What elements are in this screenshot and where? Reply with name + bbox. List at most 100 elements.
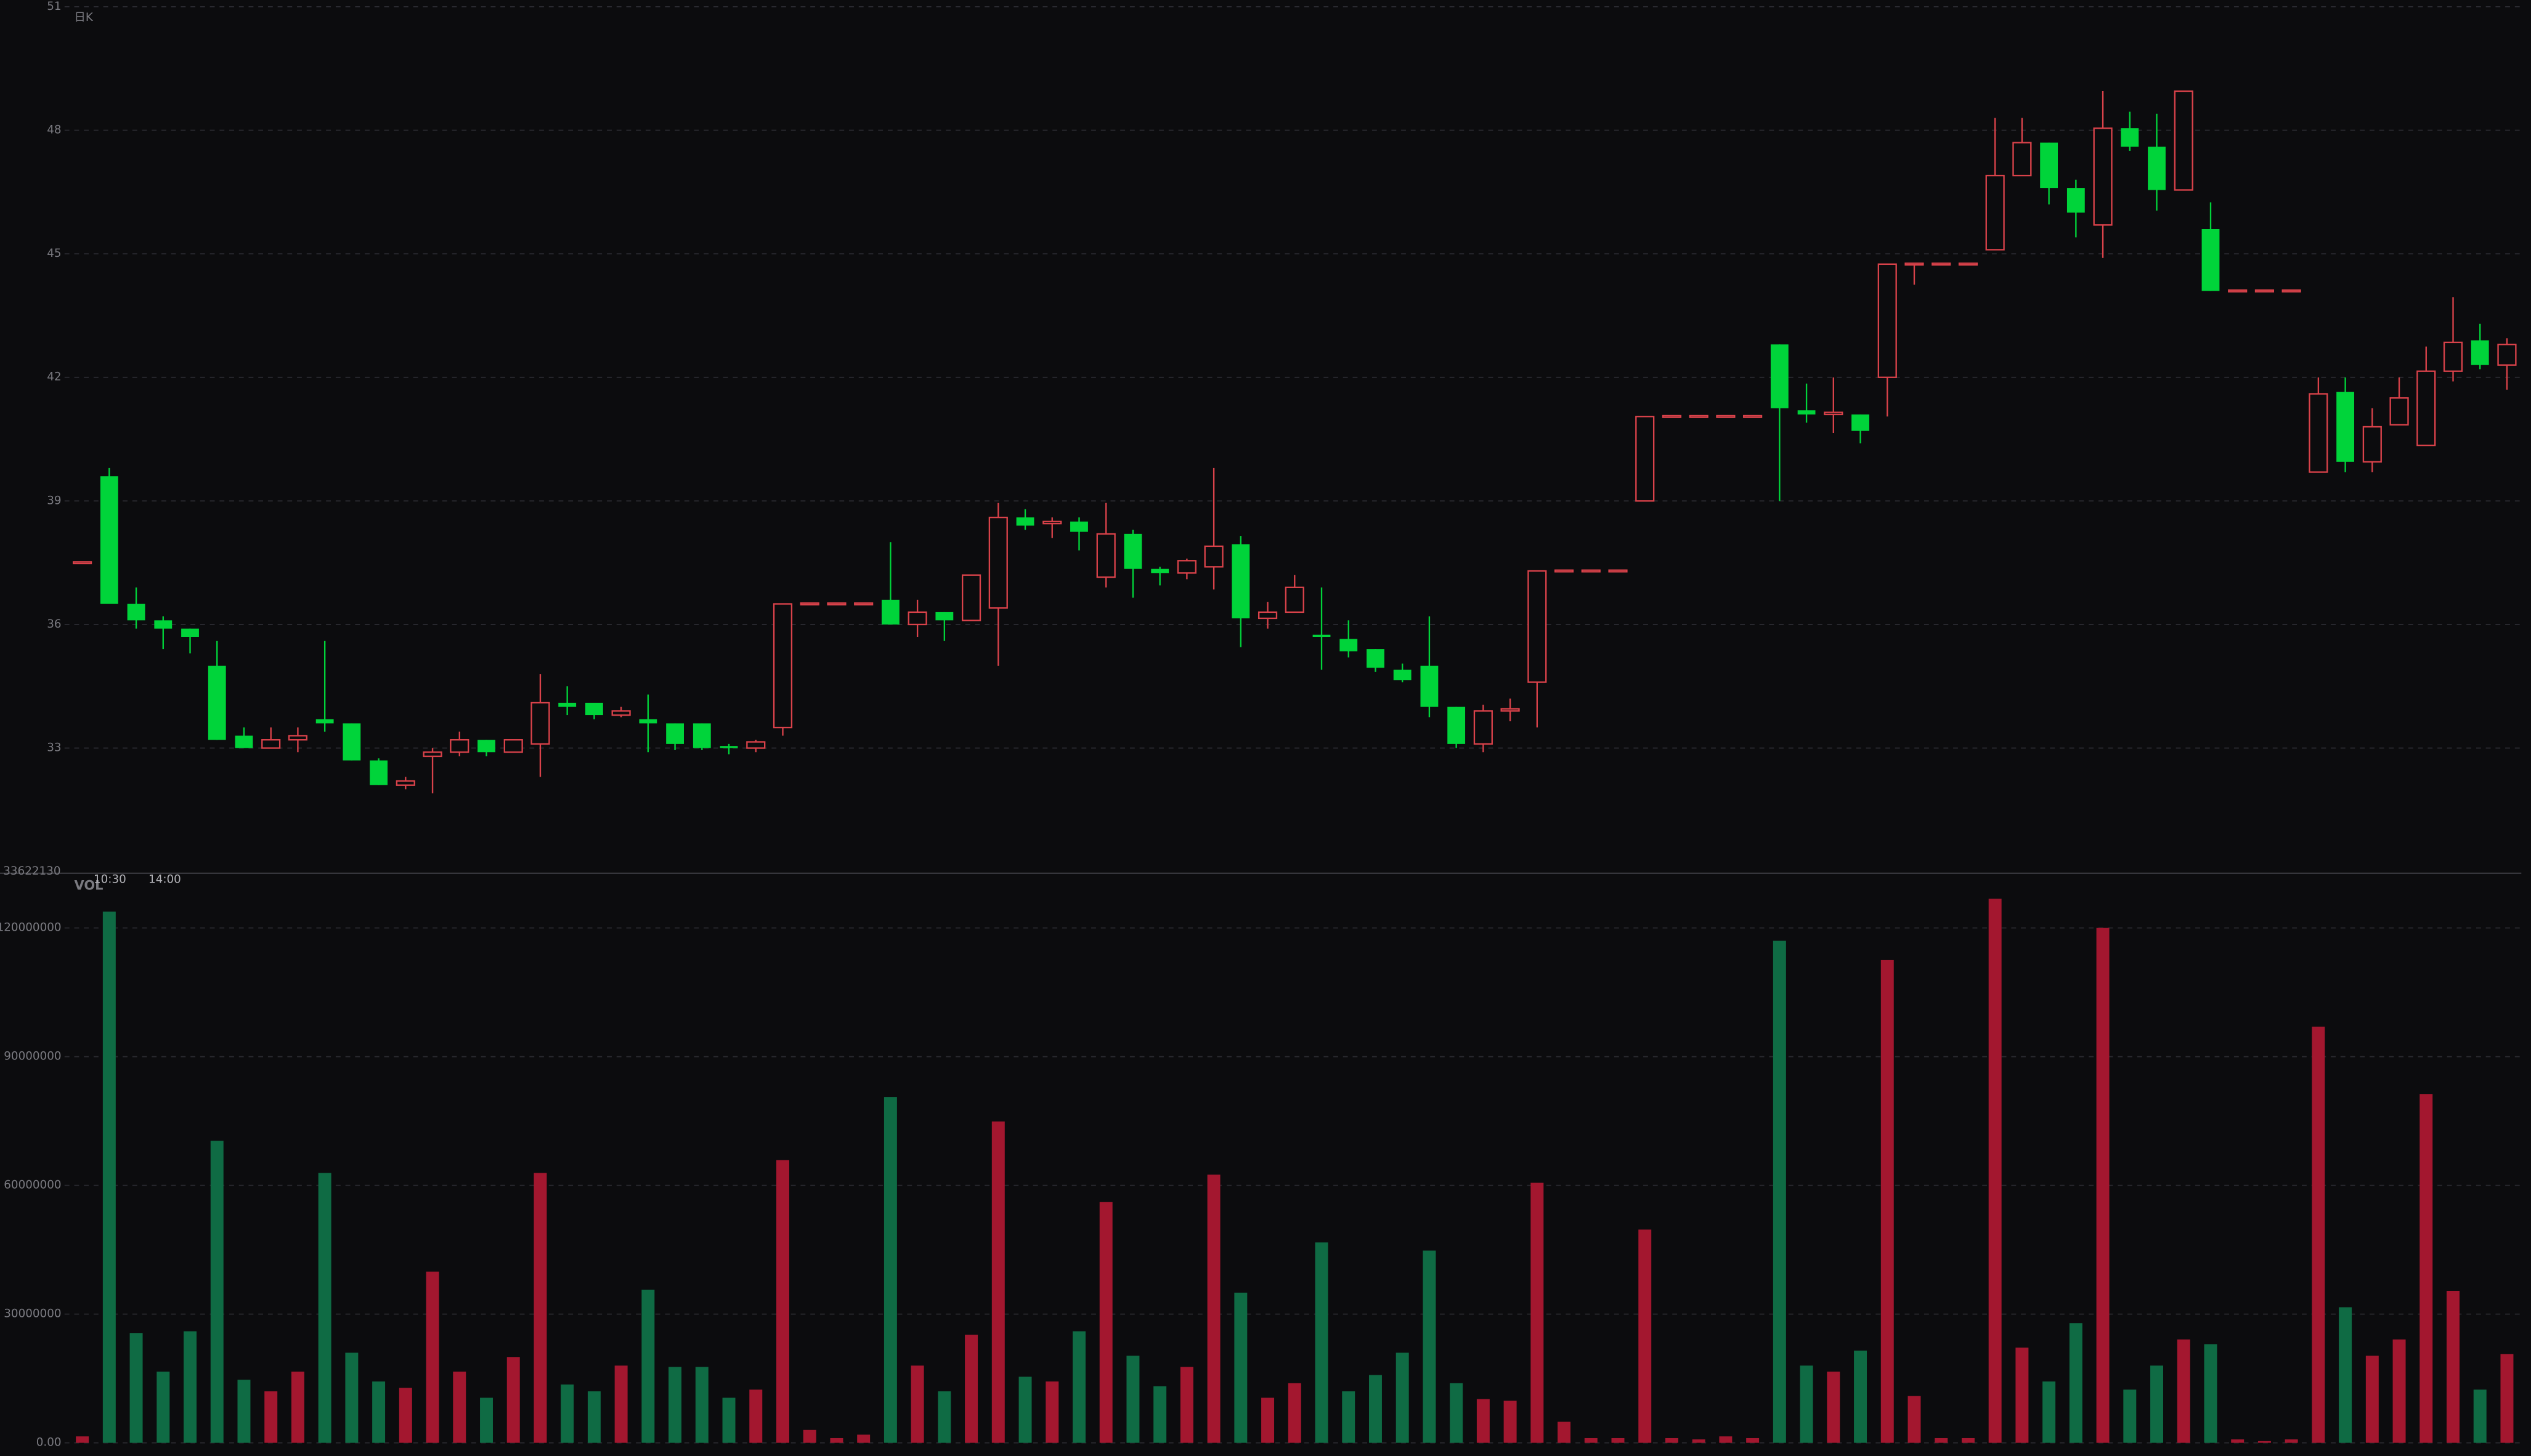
candle-body [100, 476, 118, 604]
volume-bar [1773, 940, 1786, 1443]
time-label: 14:00 [148, 873, 181, 886]
volume-bar [614, 1365, 628, 1443]
candle-body [1958, 262, 1978, 266]
candle-body [693, 723, 711, 748]
candle-body [127, 604, 145, 621]
volume-bar [1396, 1353, 1409, 1443]
candle-body [1151, 568, 1169, 573]
volume-bar [1046, 1381, 1059, 1443]
candle-body [2443, 341, 2463, 372]
candle-body [639, 719, 657, 724]
candle-body [1662, 415, 1682, 418]
volume-bar [965, 1335, 978, 1443]
volume-bar [587, 1391, 601, 1443]
candle-body [1393, 669, 1412, 681]
y-tick-label: 90000000 [4, 1050, 61, 1063]
candle-body [720, 746, 738, 748]
volume-bar [1530, 1183, 1544, 1443]
candle-body [2471, 340, 2489, 365]
volume-bar [480, 1397, 493, 1443]
volume-bar [2257, 1441, 2271, 1443]
volume-bar [911, 1365, 924, 1443]
volume-bar [1854, 1350, 1867, 1443]
candle-body [2281, 289, 2301, 293]
volume-bar [722, 1397, 736, 1443]
volume-bar [1665, 1438, 1678, 1443]
candle-body [370, 760, 388, 785]
candle-body [1689, 415, 1708, 418]
volume-bar [668, 1367, 682, 1443]
candle-body [1204, 545, 1224, 568]
volume-bar [2312, 1026, 2325, 1443]
candle-body [288, 735, 308, 741]
candle-body [396, 780, 415, 786]
volume-bar [1827, 1371, 1840, 1443]
candle-body [773, 603, 793, 729]
candle-body [1177, 560, 1196, 574]
volume-bar [345, 1353, 359, 1443]
candle-body [2012, 142, 2032, 177]
candle-body [343, 723, 361, 761]
candle-body [1797, 410, 1816, 415]
candle-body [208, 665, 226, 740]
candle-body [2201, 229, 2220, 291]
volume-bar [1476, 1399, 1490, 1443]
candle-body [1608, 569, 1628, 573]
candle-body [2309, 393, 2328, 473]
volume-bar [1638, 1229, 1652, 1443]
volume-bar [2231, 1439, 2245, 1443]
volume-bar [291, 1371, 304, 1443]
candle-body [2174, 90, 2193, 191]
period-label: 日K [75, 11, 94, 24]
candle-body [1770, 344, 1789, 408]
volume-bar [1368, 1375, 1382, 1443]
candle-body [1070, 521, 1088, 532]
candle-body [1232, 544, 1250, 618]
candle-body [585, 703, 603, 716]
volume-bar [1584, 1438, 1598, 1443]
candle-body [1420, 665, 1439, 707]
volume-bar [2015, 1347, 2029, 1443]
candle-body [2336, 392, 2355, 462]
candle-body [800, 602, 819, 606]
candle-body [1124, 533, 1142, 569]
candle-body [611, 710, 631, 716]
volume-bar [1746, 1438, 1760, 1443]
volume-bar [2447, 1290, 2460, 1443]
volume-bar [2204, 1344, 2217, 1443]
candle-body [1904, 262, 1924, 266]
volume-bar [2392, 1339, 2406, 1443]
candle-body [1042, 520, 1062, 525]
volume-bar [1503, 1401, 1517, 1443]
candle-body [1367, 649, 1384, 668]
volume-bar [2473, 1389, 2487, 1443]
candle-body [1554, 569, 1574, 573]
candle-body [1257, 611, 1278, 620]
volume-bar [991, 1121, 1005, 1443]
y-tick-label: 42 [47, 371, 61, 384]
volume-bar [1988, 899, 2002, 1443]
volume-bar [264, 1391, 278, 1443]
volume-bar [1719, 1436, 1733, 1443]
candle-body [503, 739, 523, 753]
volume-bar [1207, 1175, 1221, 1443]
volume-bar [372, 1381, 386, 1443]
y-tick-label: 45 [47, 247, 61, 260]
candle-body [2121, 128, 2139, 147]
volume-bar [102, 912, 116, 1443]
candle-body [530, 702, 550, 745]
volume-bar [938, 1391, 951, 1443]
candle-body [1851, 414, 1869, 431]
candle-body [2254, 289, 2275, 293]
candle-body [558, 703, 577, 707]
volume-bar [1961, 1438, 1975, 1443]
volume-bar [749, 1389, 763, 1443]
y-tick-label: 60000000 [4, 1179, 61, 1192]
candle-body [1877, 263, 1897, 378]
volume-bar [857, 1434, 871, 1443]
volume-bar [2177, 1339, 2190, 1443]
volume-bar [1261, 1397, 1275, 1443]
candle-body [2093, 127, 2113, 226]
